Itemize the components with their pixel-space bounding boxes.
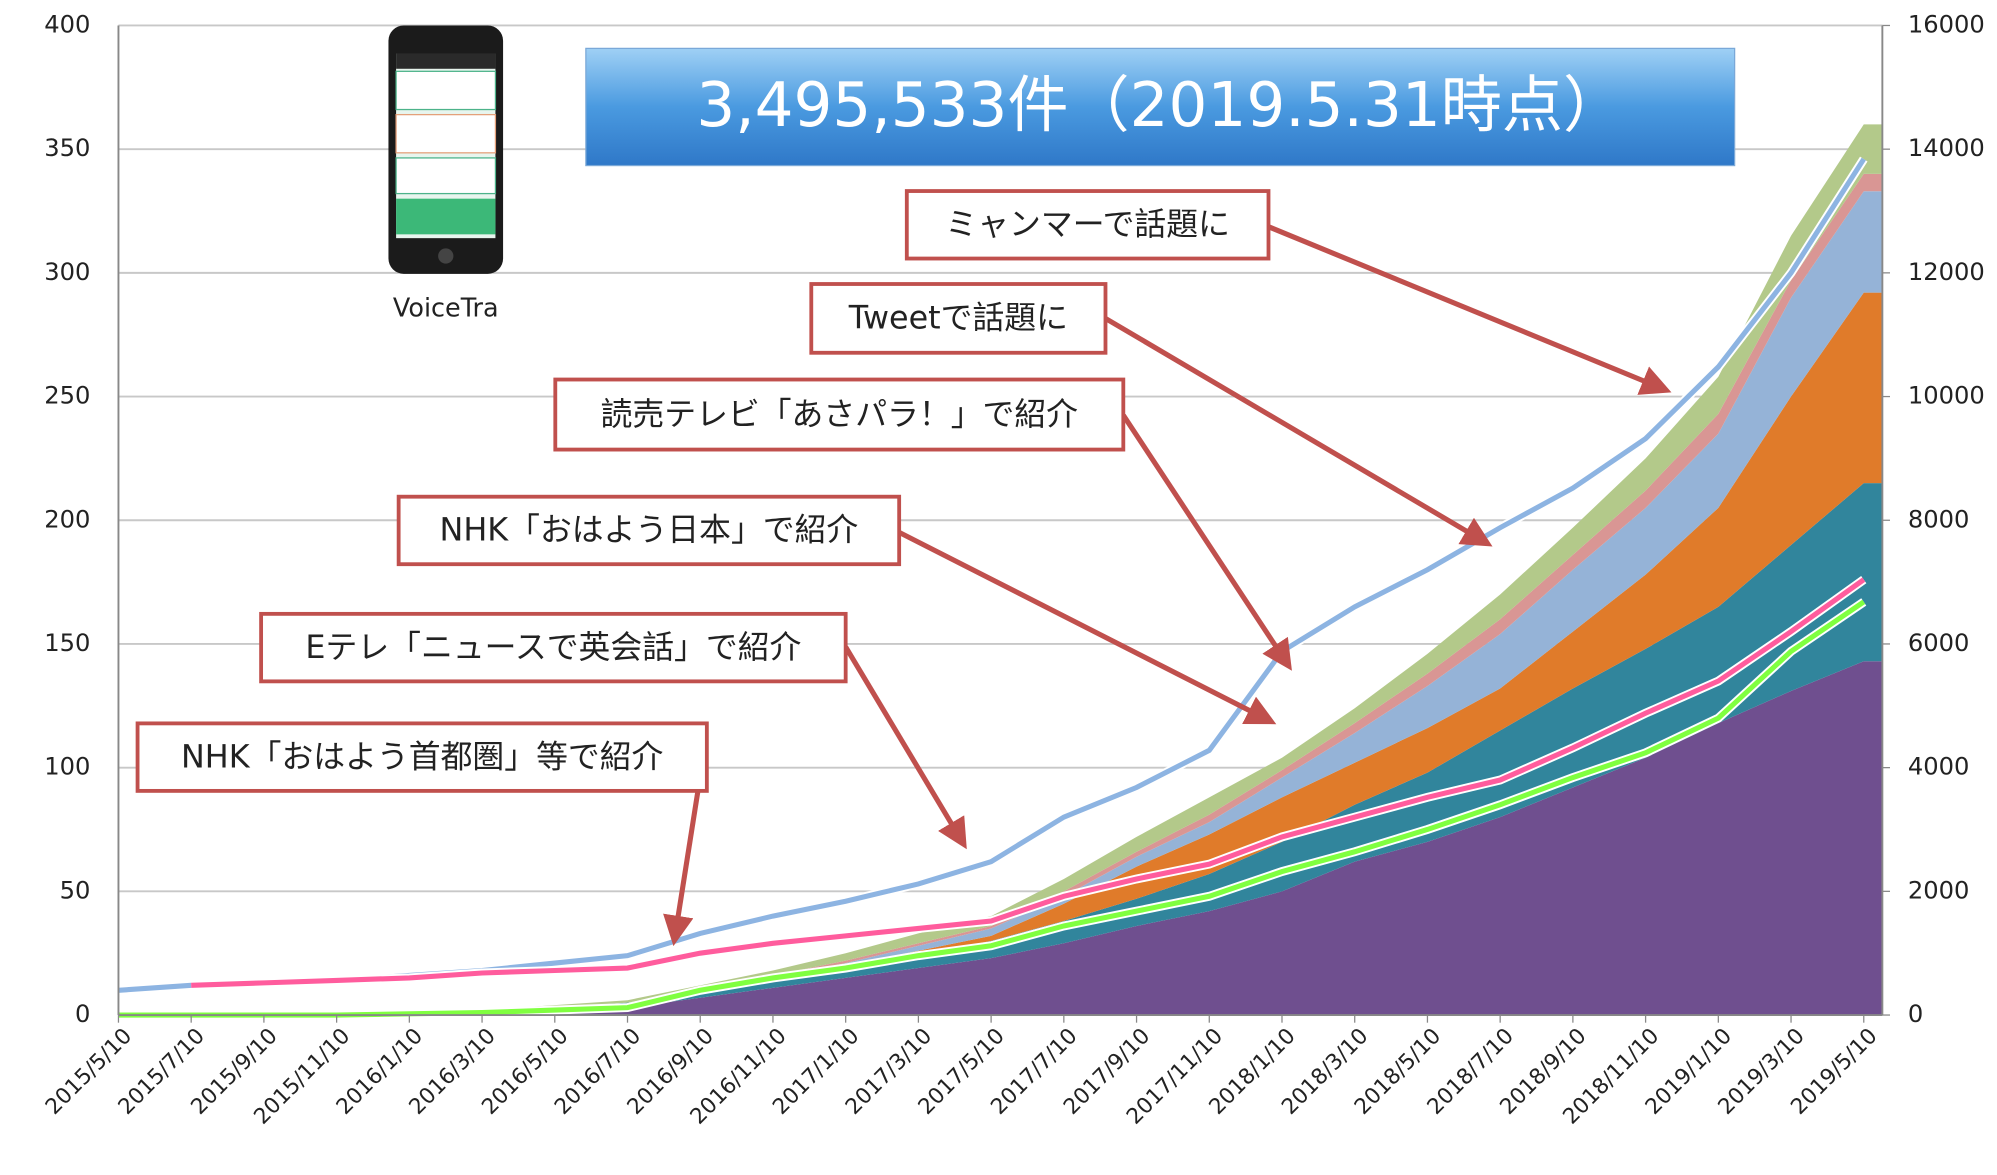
y-tick-label: 200	[44, 505, 90, 533]
annotation-box	[135, 721, 709, 793]
y2-tick-label: 6000	[1908, 629, 1970, 657]
annotation-box	[553, 377, 1126, 452]
annotation: Eテレ「ニュースで英会話」で紹介	[305, 628, 801, 666]
annotation: NHK「おはよう首都圏」等で紹介	[181, 737, 664, 775]
y2-tick-label: 8000	[1908, 505, 1970, 533]
annotation: Tweetで話題に	[848, 299, 1068, 337]
annotation-box	[396, 494, 902, 567]
annotation-arrow	[843, 645, 967, 850]
phone-image	[388, 25, 504, 274]
y2-tick-label: 4000	[1908, 753, 1970, 781]
y-tick-label: 100	[44, 753, 90, 781]
annotation-arrow	[1104, 316, 1493, 547]
annotation-arrow	[898, 530, 1277, 725]
y-tick-label: 300	[44, 258, 90, 286]
y-tick-label: 350	[44, 134, 90, 162]
y2-tick-label: 10000	[1908, 382, 1985, 410]
line	[118, 599, 1866, 1018]
area	[118, 124, 1883, 1016]
annotation-box	[809, 282, 1108, 355]
y2-tick-label: 12000	[1908, 258, 1985, 286]
y-tick-label: 400	[44, 10, 90, 38]
line	[191, 577, 1866, 988]
y-tick-label: 50	[60, 876, 91, 904]
y2-tick-label: 0	[1908, 1000, 1923, 1028]
annotation-box	[259, 611, 848, 684]
plot	[117, 24, 1884, 1020]
y2-tick-label: 2000	[1908, 876, 1970, 904]
y2-tick-label: 14000	[1908, 134, 1985, 162]
title-box	[585, 47, 1736, 167]
y2-tick-label: 16000	[1908, 10, 1985, 38]
chart-title: 3,495,533件（2019.5.31時点）	[696, 70, 1624, 141]
annotation-arrow	[663, 790, 701, 947]
y-tick-label: 250	[44, 382, 90, 410]
area	[118, 483, 1883, 1016]
y-tick-label: 0	[75, 1000, 90, 1028]
area	[118, 173, 1883, 1016]
area	[118, 661, 1883, 1016]
annotation: NHK「おはよう日本」で紹介	[440, 511, 859, 549]
image-label: VoiceTra	[393, 293, 499, 323]
annotation: ミャンマーで話題に	[945, 205, 1230, 243]
annotation-arrow	[1121, 413, 1292, 671]
y-tick-label: 150	[44, 629, 90, 657]
annotation-box	[904, 189, 1271, 261]
annotation: 読売テレビ「あさパラ！」で紹介	[601, 395, 1079, 433]
annotation-arrow	[1267, 224, 1672, 395]
